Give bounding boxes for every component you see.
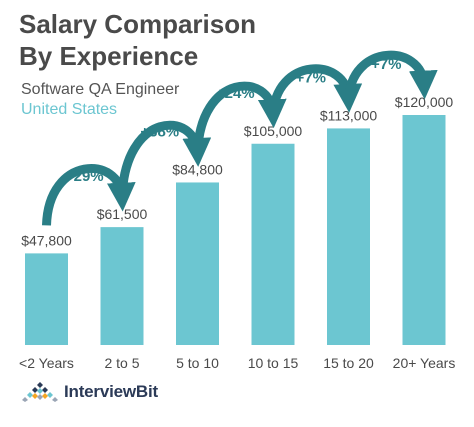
bar-value-label: $61,500 xyxy=(97,206,148,222)
brand-name: InterviewBit xyxy=(64,382,158,401)
category-tick-label: <2 Years xyxy=(19,355,74,371)
brand: InterviewBit xyxy=(22,382,158,402)
category-tick-label: 10 to 15 xyxy=(248,355,299,371)
bar xyxy=(25,253,68,345)
bar-value-label: $84,800 xyxy=(172,161,223,177)
growth-arrow xyxy=(268,64,363,117)
bar xyxy=(251,143,295,345)
chart-title: Salary Comparison By Experience xyxy=(19,8,256,72)
category-tick-label: 5 to 10 xyxy=(176,355,219,371)
bar-value-label: $120,000 xyxy=(395,94,454,110)
category-tick-label: 2 to 5 xyxy=(104,355,139,371)
growth-percent-label: +7% xyxy=(371,56,401,73)
category-tick-label: 15 to 20 xyxy=(323,355,374,371)
diamond-triangle-logo-icon xyxy=(22,382,58,402)
bar xyxy=(100,227,144,345)
category-tick-label: 20+ Years xyxy=(393,355,456,371)
chart-title-line-2: By Experience xyxy=(19,41,199,71)
bar-value-label: $47,800 xyxy=(21,232,72,248)
growth-percent-label: +7% xyxy=(296,69,326,86)
growth-percent-label: +29% xyxy=(65,168,104,185)
growth-arrow xyxy=(117,120,212,200)
chart-subtitle: Software QA Engineer xyxy=(21,81,180,98)
growth-percent-label: +24% xyxy=(216,85,255,102)
bar-value-label: $105,000 xyxy=(244,123,303,139)
growth-percent-label: +38% xyxy=(140,123,179,140)
bar xyxy=(327,128,370,345)
bar-value-label: $113,000 xyxy=(320,107,378,123)
chart-title-line-1: Salary Comparison xyxy=(19,9,256,39)
growth-arrow xyxy=(344,50,438,101)
bar xyxy=(402,115,446,345)
growth-arrow xyxy=(42,164,136,226)
bar xyxy=(176,182,219,345)
growth-arrow xyxy=(193,81,287,155)
region-label: United States xyxy=(21,101,118,118)
